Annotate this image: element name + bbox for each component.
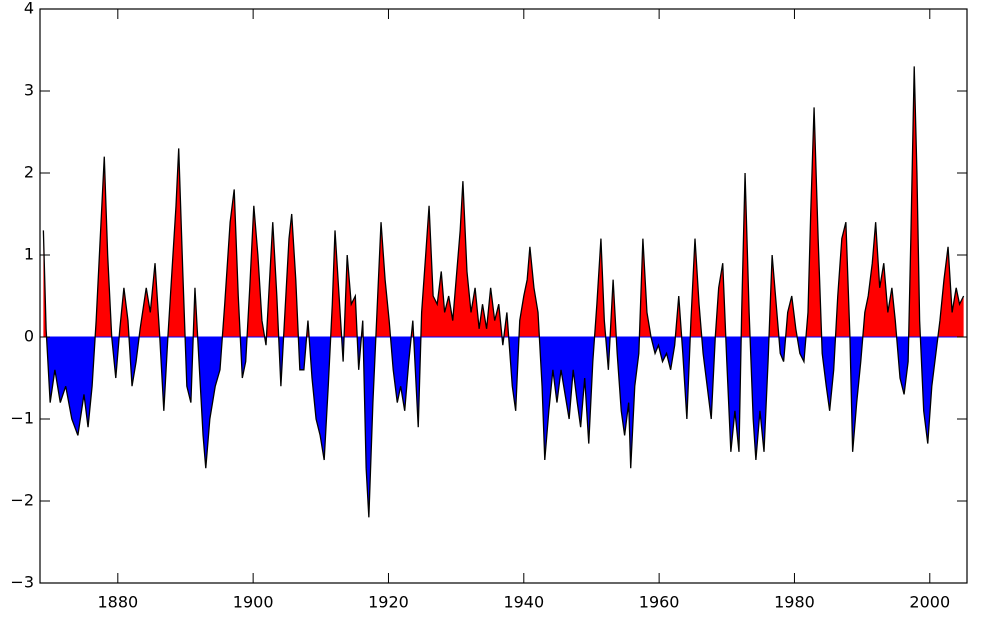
x-tick-label: 1920	[368, 593, 409, 612]
x-tick-label: 1960	[639, 593, 680, 612]
y-tick-label: 1	[24, 245, 34, 264]
y-tick-label: −3	[10, 573, 34, 592]
y-tick-label: 0	[24, 327, 34, 346]
y-tick-label: 3	[24, 81, 34, 100]
x-tick-label: 1940	[503, 593, 544, 612]
x-tick-label: 2000	[909, 593, 950, 612]
series-line	[42, 66, 965, 518]
y-tick-label: −2	[10, 491, 34, 510]
y-tick-label: −1	[10, 409, 34, 428]
negative-area	[43, 337, 964, 518]
x-tick-label: 1880	[97, 593, 138, 612]
positive-area	[43, 66, 964, 337]
y-tick-label: 2	[24, 163, 34, 182]
x-tick-label: 1900	[233, 593, 274, 612]
plot-frame	[39, 8, 968, 584]
x-tick-label: 1980	[774, 593, 815, 612]
y-tick-label: 4	[24, 0, 34, 18]
